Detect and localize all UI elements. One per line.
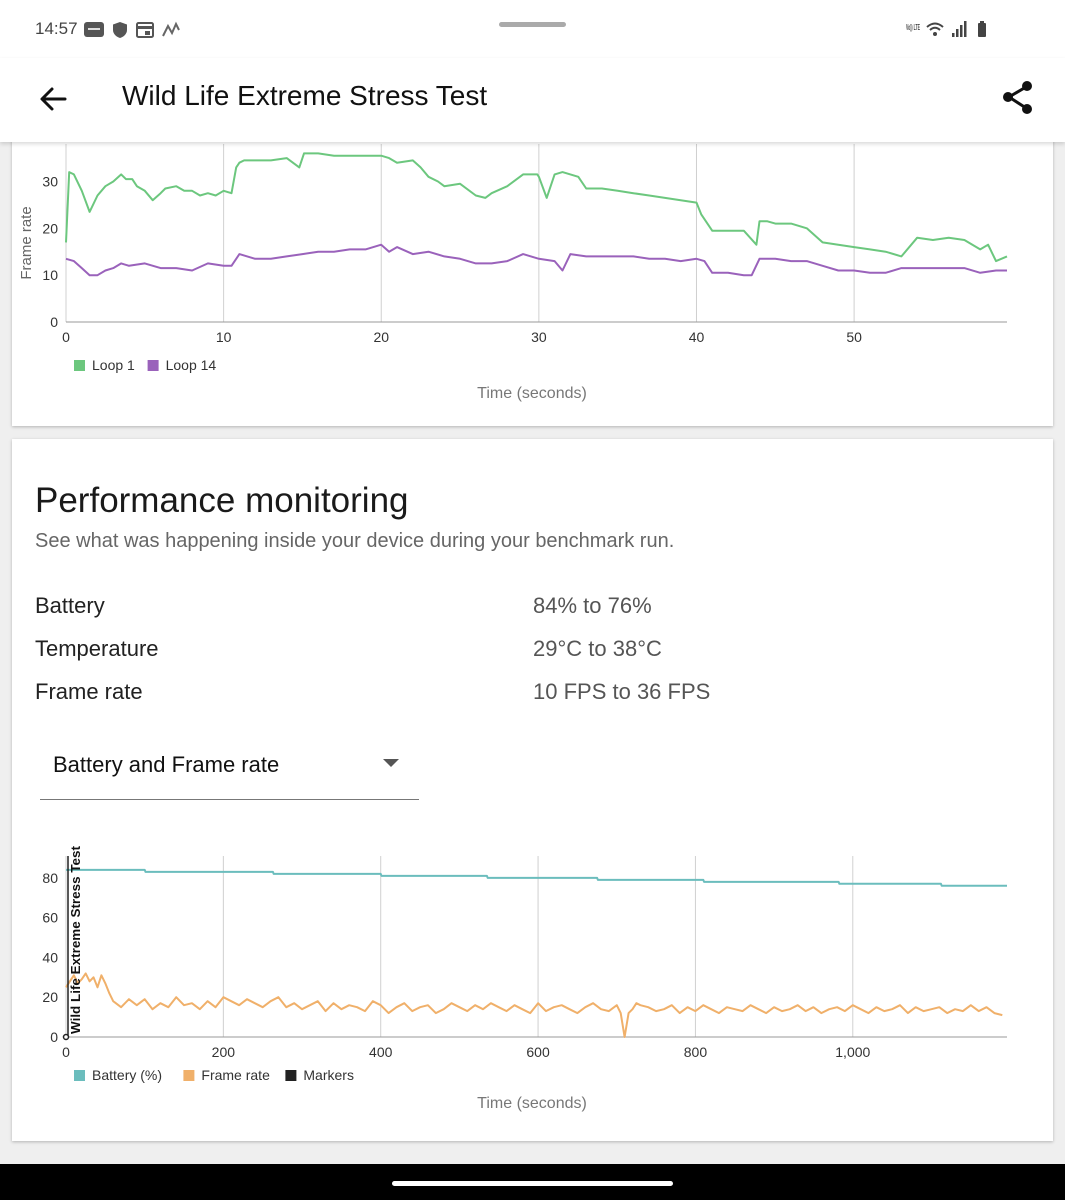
legend-label: Battery (%) — [92, 1067, 162, 1083]
legend-label: Markers — [303, 1067, 354, 1083]
y-tick-label: 0 — [50, 1029, 58, 1045]
legend-swatch — [74, 360, 85, 371]
x-tick-label: 50 — [846, 329, 862, 345]
series-line-battery- — [66, 868, 1007, 887]
legend-swatch — [147, 360, 159, 371]
stat-value-battery: 84% to 76% — [533, 593, 652, 618]
legend-label: Frame rate — [201, 1067, 270, 1083]
stat-label-temperature: Temperature — [35, 636, 159, 661]
stat-value-temperature: 29°C to 38°C — [533, 636, 662, 661]
x-tick-label: 200 — [212, 1044, 236, 1060]
x-tick-label: 0 — [62, 1044, 70, 1060]
share-icon — [1003, 81, 1032, 114]
legend-label: Loop 14 — [166, 357, 217, 373]
performance-monitor-chart: 0 200 400 600 800 1,000 0 20 40 60 80 Wild Life Ext… — [42, 845, 1007, 1112]
y-tick-label: 40 — [42, 949, 58, 965]
vivo-icon — [84, 22, 104, 37]
app-bar: Wild Life Extreme Stress Test — [0, 58, 1065, 142]
chart-type-dropdown[interactable]: Battery and Frame rate — [40, 737, 419, 800]
x-tick-label: 20 — [373, 329, 389, 345]
legend-swatch — [285, 1070, 297, 1081]
stat-label-battery: Battery — [35, 593, 105, 618]
x-tick-label: 400 — [369, 1044, 393, 1060]
x-tick-label: 800 — [684, 1044, 708, 1060]
x-tick-label: 1,000 — [835, 1044, 870, 1060]
calendar-icon — [136, 22, 154, 38]
wifi-icon — [926, 22, 944, 36]
x-tick-label: 10 — [216, 329, 232, 345]
page-title: Wild Life Extreme Stress Test — [122, 80, 488, 111]
performance-title: Performance monitoring — [35, 481, 409, 520]
loop-chart-card: 0 10 20 30 40 50 0 10 20 30 Frame rate Loop 1 Loop 1… — [12, 120, 1053, 426]
home-gesture-handle[interactable] — [392, 1181, 673, 1186]
status-bar: 14:57 Vo)) LTE — [0, 0, 1065, 58]
status-icons-right: Vo)) LTE — [906, 21, 986, 37]
shield-icon — [113, 22, 127, 38]
y-tick-label: 60 — [42, 910, 58, 926]
performance-card: Performance monitoring See what was happ… — [12, 439, 1053, 1141]
legend-swatch — [74, 1070, 85, 1081]
volte-icon: Vo)) LTE — [906, 23, 920, 32]
series-line-loop-14 — [65, 243, 1007, 277]
dropdown-selected-value: Battery and Frame rate — [53, 752, 280, 777]
status-icons-left — [84, 21, 180, 38]
y-tick-label: 80 — [42, 870, 58, 886]
x-tick-label: 600 — [526, 1044, 550, 1060]
series-line-frame-rate — [65, 972, 1003, 1038]
legend-swatch — [183, 1070, 195, 1081]
loop-frame-rate-chart: 0 10 20 30 40 50 0 10 20 30 Frame rate Loop 1 Loop 1… — [18, 144, 1008, 402]
battery-icon — [978, 21, 986, 37]
dropdown-arrow-icon — [383, 759, 399, 767]
back-button[interactable] — [34, 80, 72, 118]
share-button[interactable] — [998, 78, 1038, 118]
marker-dot — [62, 1033, 70, 1041]
signal-wave-icon — [162, 21, 180, 37]
stat-label-frame-rate: Frame rate — [35, 679, 143, 704]
y-axis-label: Frame rate — [18, 206, 35, 279]
x-tick-label: 0 — [62, 329, 70, 345]
y-tick-label: 10 — [42, 267, 58, 283]
y-tick-label: 0 — [50, 314, 58, 330]
navigation-bar — [0, 1164, 1065, 1200]
arrow-left-icon — [40, 87, 67, 111]
pull-handle[interactable] — [499, 22, 566, 27]
legend-label: Loop 1 — [92, 357, 135, 373]
x-axis-label: Time (seconds) — [477, 1095, 587, 1112]
x-tick-label: 40 — [689, 329, 705, 345]
y-tick-label: 20 — [42, 989, 58, 1005]
status-time: 14:57 — [35, 19, 78, 38]
cellular-signal-icon — [952, 21, 967, 37]
performance-subtitle: See what was happening inside your devic… — [35, 530, 675, 552]
y-tick-label: 20 — [42, 220, 58, 236]
stat-value-frame-rate: 10 FPS to 36 FPS — [533, 679, 711, 704]
series-line-loop-1 — [65, 152, 1008, 263]
marker-label: Wild Life Extreme Stress Test — [68, 845, 83, 1034]
x-tick-label: 30 — [531, 329, 547, 345]
y-tick-label: 30 — [42, 173, 58, 189]
x-axis-label: Time (seconds) — [477, 385, 587, 402]
